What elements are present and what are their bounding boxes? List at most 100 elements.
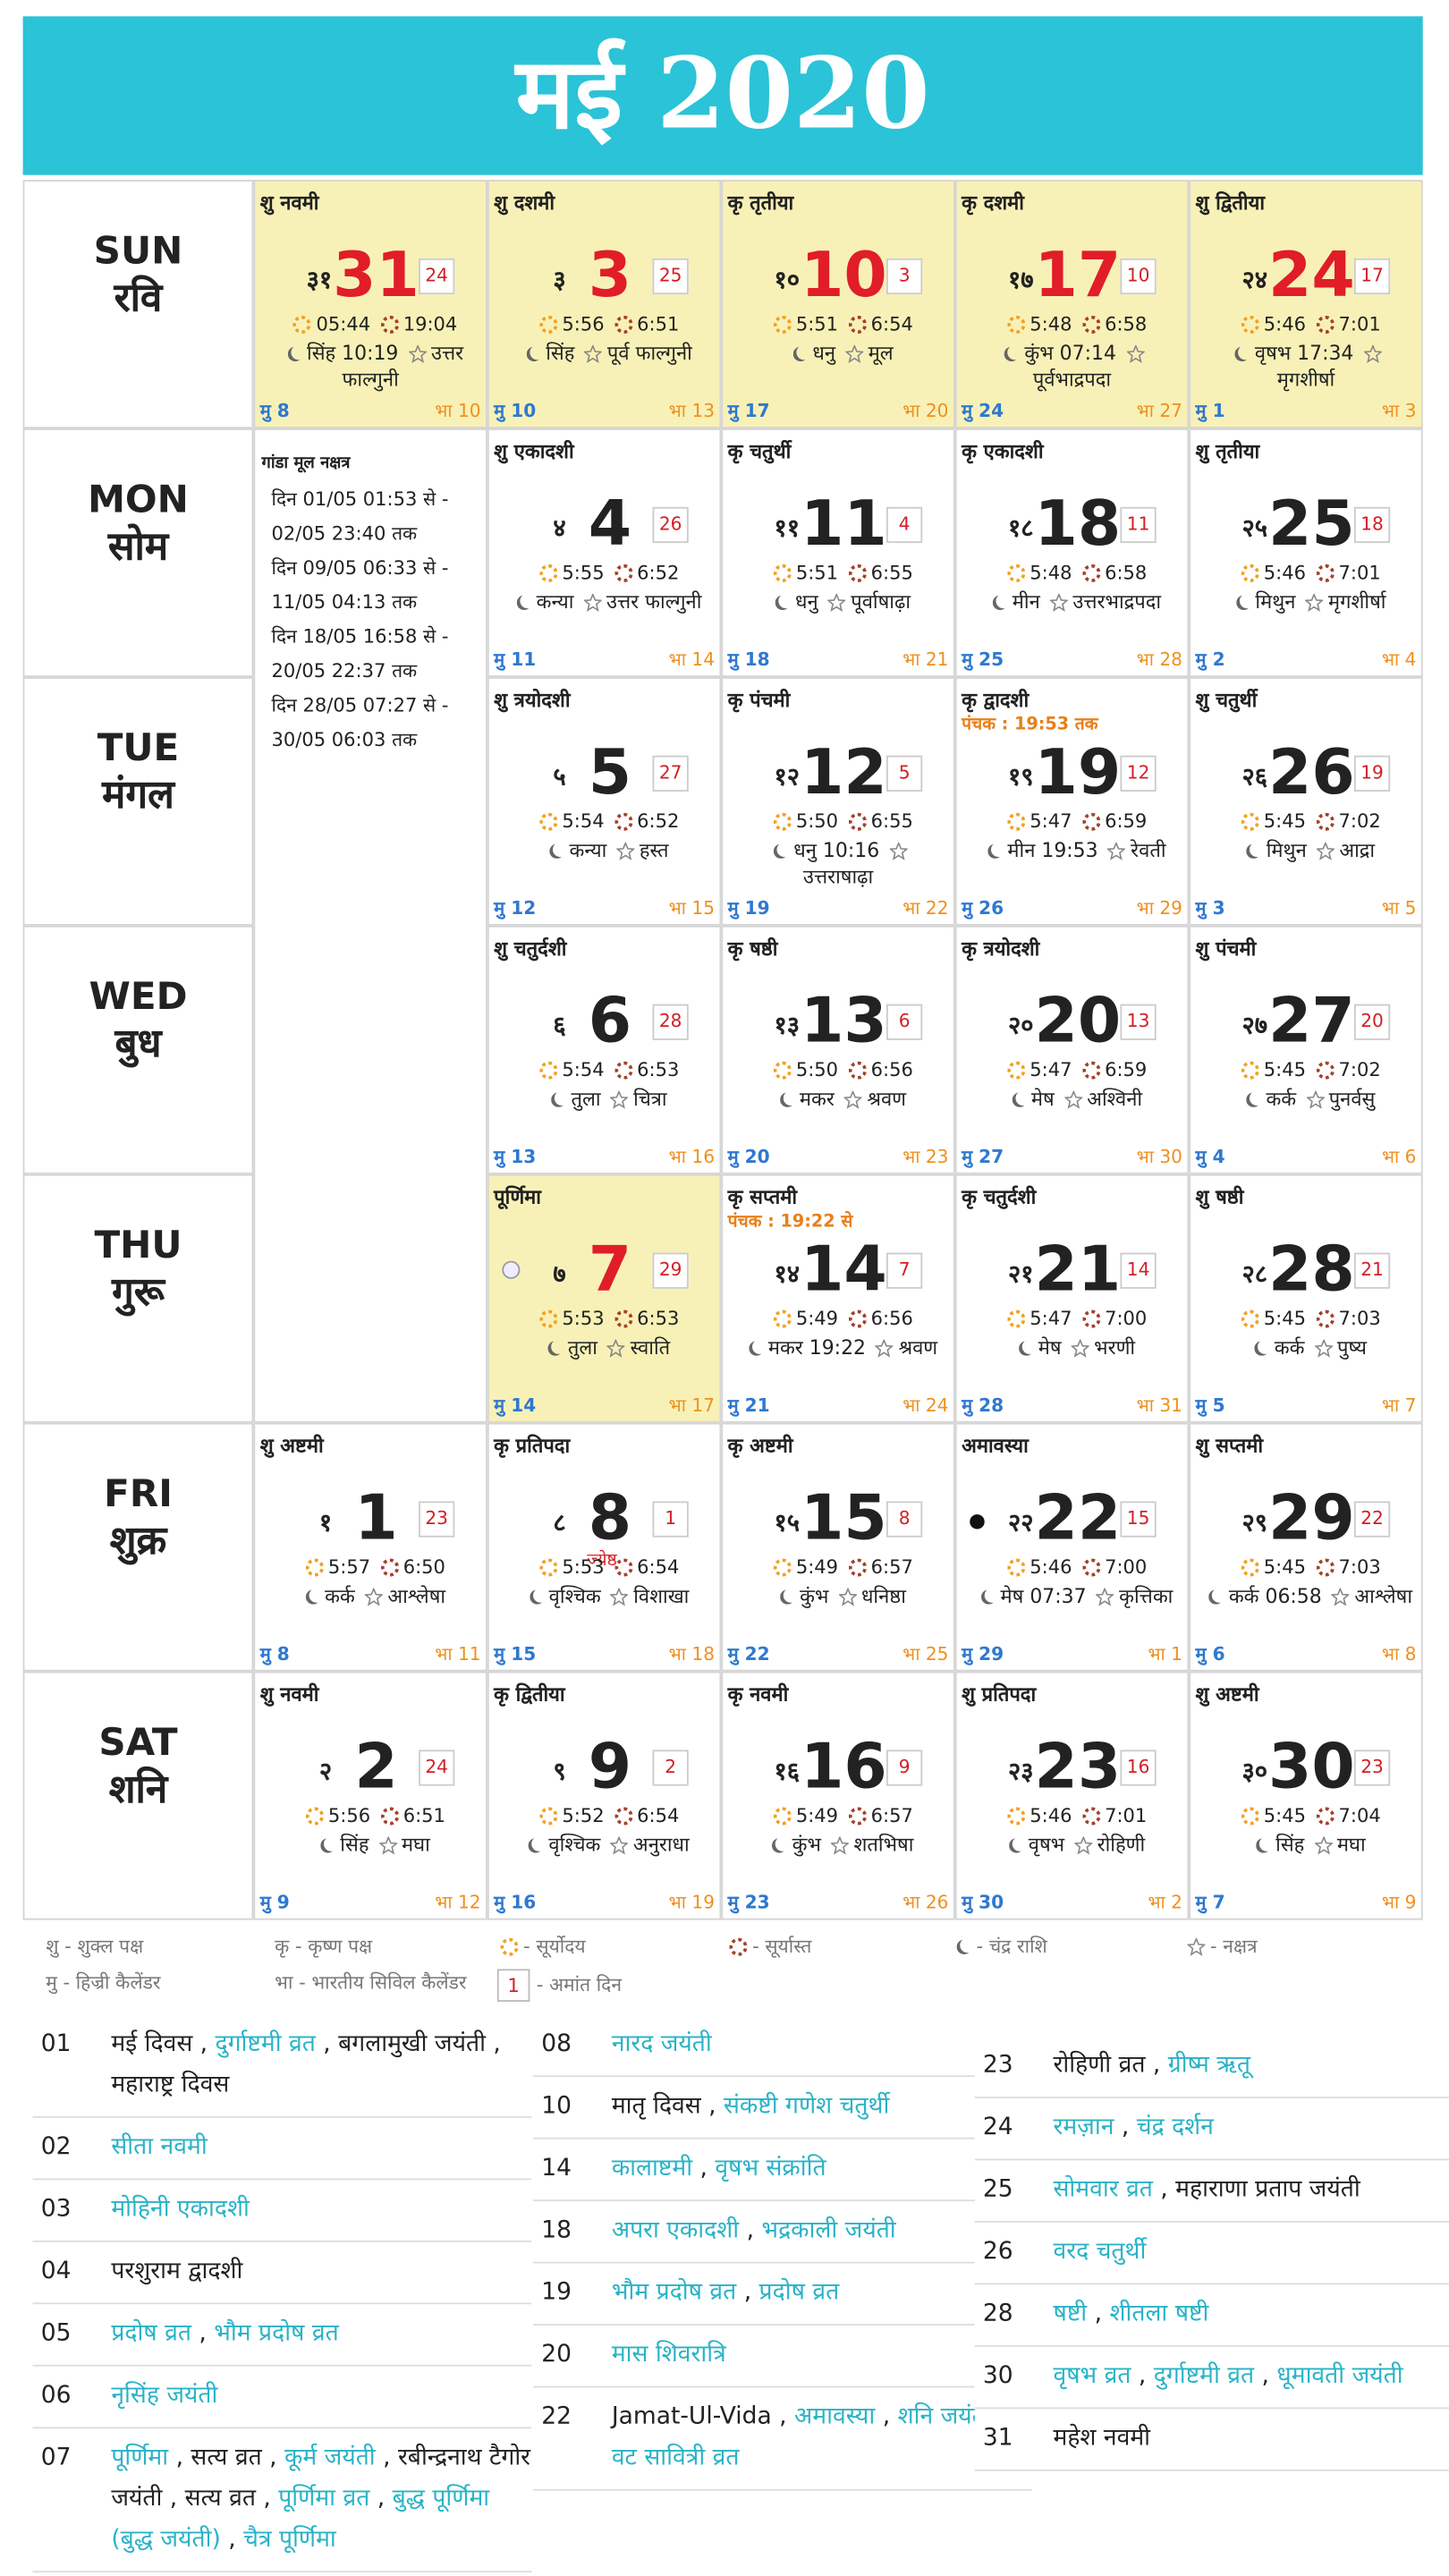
rise-icon: [1241, 1309, 1259, 1328]
festival-row: 03 मोहिनी एकादशी: [32, 2180, 532, 2242]
rise-icon: [538, 315, 557, 334]
bharatiya-date: भा 5: [1381, 897, 1417, 919]
festival-link[interactable]: वृषभ संक्रांति: [715, 2155, 826, 2182]
star-icon: [1314, 1339, 1333, 1358]
festival-link[interactable]: अमावस्या: [794, 2403, 876, 2431]
weekday-label: THU गुरू: [22, 1174, 254, 1423]
hijri-date: मु 19: [727, 897, 770, 919]
set-icon: [614, 1807, 632, 1826]
cres-icon: [529, 1838, 543, 1852]
rashi: मकर: [799, 1087, 835, 1111]
separator: ,: [199, 2320, 207, 2347]
tithi: शु अष्टमी: [259, 1434, 324, 1458]
separator: ,: [323, 2030, 331, 2058]
tithi: कृ त्रयोदशी: [962, 936, 1040, 961]
date-number: 24: [1268, 238, 1355, 311]
sunset-time: 6:56: [870, 1306, 913, 1330]
sunrise-time: 5:50: [795, 809, 839, 833]
legend-item: भा - भारतीय सिविल कैलेंडर: [275, 1970, 466, 1995]
festival-link[interactable]: प्रदोष व्रत: [111, 2320, 191, 2347]
festival-link[interactable]: सोमवार व्रत: [1053, 2176, 1153, 2203]
rashi: वृषभ: [1028, 1833, 1065, 1857]
cres-icon: [1004, 347, 1019, 361]
festival-link[interactable]: वरद चतुर्थी: [1053, 2239, 1147, 2266]
festival-link[interactable]: पूर्णिमा: [111, 2445, 169, 2471]
festival-row: 07 पूर्णिमा , सत्य व्रत , कूर्म जयंती , र…: [32, 2428, 532, 2573]
separator: ,: [377, 2486, 386, 2512]
festival-link[interactable]: चैत्र पूर्णिमा: [243, 2526, 336, 2554]
festival-link[interactable]: बुद्ध पूर्णिमा (बुद्ध जयंती): [111, 2486, 490, 2554]
hijri-date: मु 12: [494, 897, 537, 919]
bharatiya-date: भा 2: [1148, 1892, 1182, 1914]
sun-times: 5:45 7:02: [1191, 1058, 1421, 1081]
festival-link[interactable]: पूर्णिमा व्रत: [278, 2486, 370, 2512]
weekday-label: SAT शनि: [22, 1671, 254, 1920]
festival-link[interactable]: कूर्म जयंती: [284, 2445, 376, 2471]
festival-link[interactable]: रमज़ान: [1053, 2114, 1114, 2141]
festival-link[interactable]: धूमावती जयंती: [1276, 2363, 1403, 2390]
festival-row: 20 मास शिवरात्रि: [533, 2326, 1032, 2388]
festival-link[interactable]: दुर्गाष्टमी व्रत: [1153, 2363, 1255, 2390]
sunrise-time: 5:46: [1263, 561, 1306, 584]
moon-line: मीन 19:53 रेवती: [963, 837, 1181, 863]
rise-icon: [500, 1937, 519, 1956]
festival-link[interactable]: भौम प्रदोष व्रत: [214, 2320, 339, 2347]
sunset-time: 6:57: [870, 1555, 913, 1579]
star-icon: [1314, 1836, 1333, 1855]
star-icon: [1049, 593, 1068, 612]
festival-link[interactable]: वट सावित्री व्रत: [611, 2445, 740, 2471]
festival-text: महाराणा प्रताप जयंती: [1175, 2176, 1360, 2203]
rise-icon: [538, 1309, 557, 1328]
sunset-time: 6:58: [1105, 312, 1148, 335]
hijri-date: मु 23: [727, 1892, 770, 1914]
festival-link[interactable]: प्रदोष व्रत: [758, 2279, 840, 2307]
sunrise-time: 5:47: [1030, 1306, 1072, 1330]
festival-link[interactable]: वृषभ व्रत: [1053, 2363, 1131, 2390]
weekday-en: WED: [89, 976, 188, 1020]
sunset-time: 7:00: [1105, 1306, 1148, 1330]
tithi: कृ चतुर्दशी: [962, 1185, 1037, 1209]
star-icon: [1331, 1588, 1350, 1606]
hindi-date: ३०: [1241, 1756, 1268, 1786]
cres-icon: [1256, 1838, 1270, 1852]
rashi: मिथुन: [1266, 838, 1307, 862]
festival-link[interactable]: नारद जयंती: [611, 2030, 712, 2058]
rise-icon: [305, 1558, 324, 1577]
sunrise-time: 5:55: [562, 561, 605, 584]
legend-text: मु - हिज्री कैलेंडर: [46, 1970, 161, 1994]
festival-link[interactable]: कालाष्टमी: [611, 2155, 693, 2182]
cres-icon: [305, 1589, 319, 1604]
amant-day: 2: [652, 1750, 689, 1786]
cres-icon: [287, 347, 301, 361]
festival-link[interactable]: ग्रीष्म ऋतू: [1167, 2052, 1250, 2079]
festival-link[interactable]: मोहिनी एकादशी: [111, 2196, 250, 2223]
festival-link[interactable]: भद्रकाली जयंती: [761, 2217, 896, 2244]
festival-link[interactable]: चंद्र दर्शन: [1136, 2114, 1214, 2141]
nakshatra: उत्तरभाद्रपदा: [1072, 590, 1162, 614]
festival-text: महेश नवमी: [1053, 2425, 1151, 2452]
festival-link[interactable]: सीता नवमी: [111, 2134, 208, 2161]
set-icon: [848, 1807, 867, 1826]
sun-times: 5:47 7:00: [957, 1306, 1188, 1330]
festival-link[interactable]: अपरा एकादशी: [611, 2217, 740, 2244]
day-cell: शु चतुर्दशी ६ 6 28 5:54 6:53 तुला चित्रा मु 13 भा…: [487, 925, 722, 1174]
festival-link[interactable]: शीतला षष्टी: [1109, 2301, 1209, 2327]
festival-link[interactable]: संकष्टी गणेश चतुर्थी: [723, 2093, 890, 2120]
sunrise-time: 5:51: [795, 312, 839, 335]
set-icon: [1081, 1558, 1100, 1577]
set-icon: [848, 315, 867, 334]
rise-icon: [538, 812, 557, 831]
sun-times: 5:45 7:02: [1191, 809, 1421, 833]
amant-day: 4: [886, 506, 923, 544]
star-icon: [843, 1090, 862, 1109]
sunrise-time: 5:50: [795, 1057, 839, 1081]
legend-text: - सूर्यास्त: [752, 1934, 812, 1958]
festival-link[interactable]: नृसिंह जयंती: [111, 2382, 218, 2410]
festival-link[interactable]: मास शिवरात्रि: [611, 2342, 726, 2368]
festival-link[interactable]: षष्टी: [1053, 2301, 1088, 2327]
nakshatra: चित्रा: [633, 1087, 667, 1111]
moon-line: वृश्चिक अनुराधा: [496, 1832, 713, 1858]
festival-link[interactable]: दुर्गाष्टमी व्रत: [215, 2030, 316, 2058]
festival-link[interactable]: भौम प्रदोष व्रत: [611, 2279, 737, 2307]
